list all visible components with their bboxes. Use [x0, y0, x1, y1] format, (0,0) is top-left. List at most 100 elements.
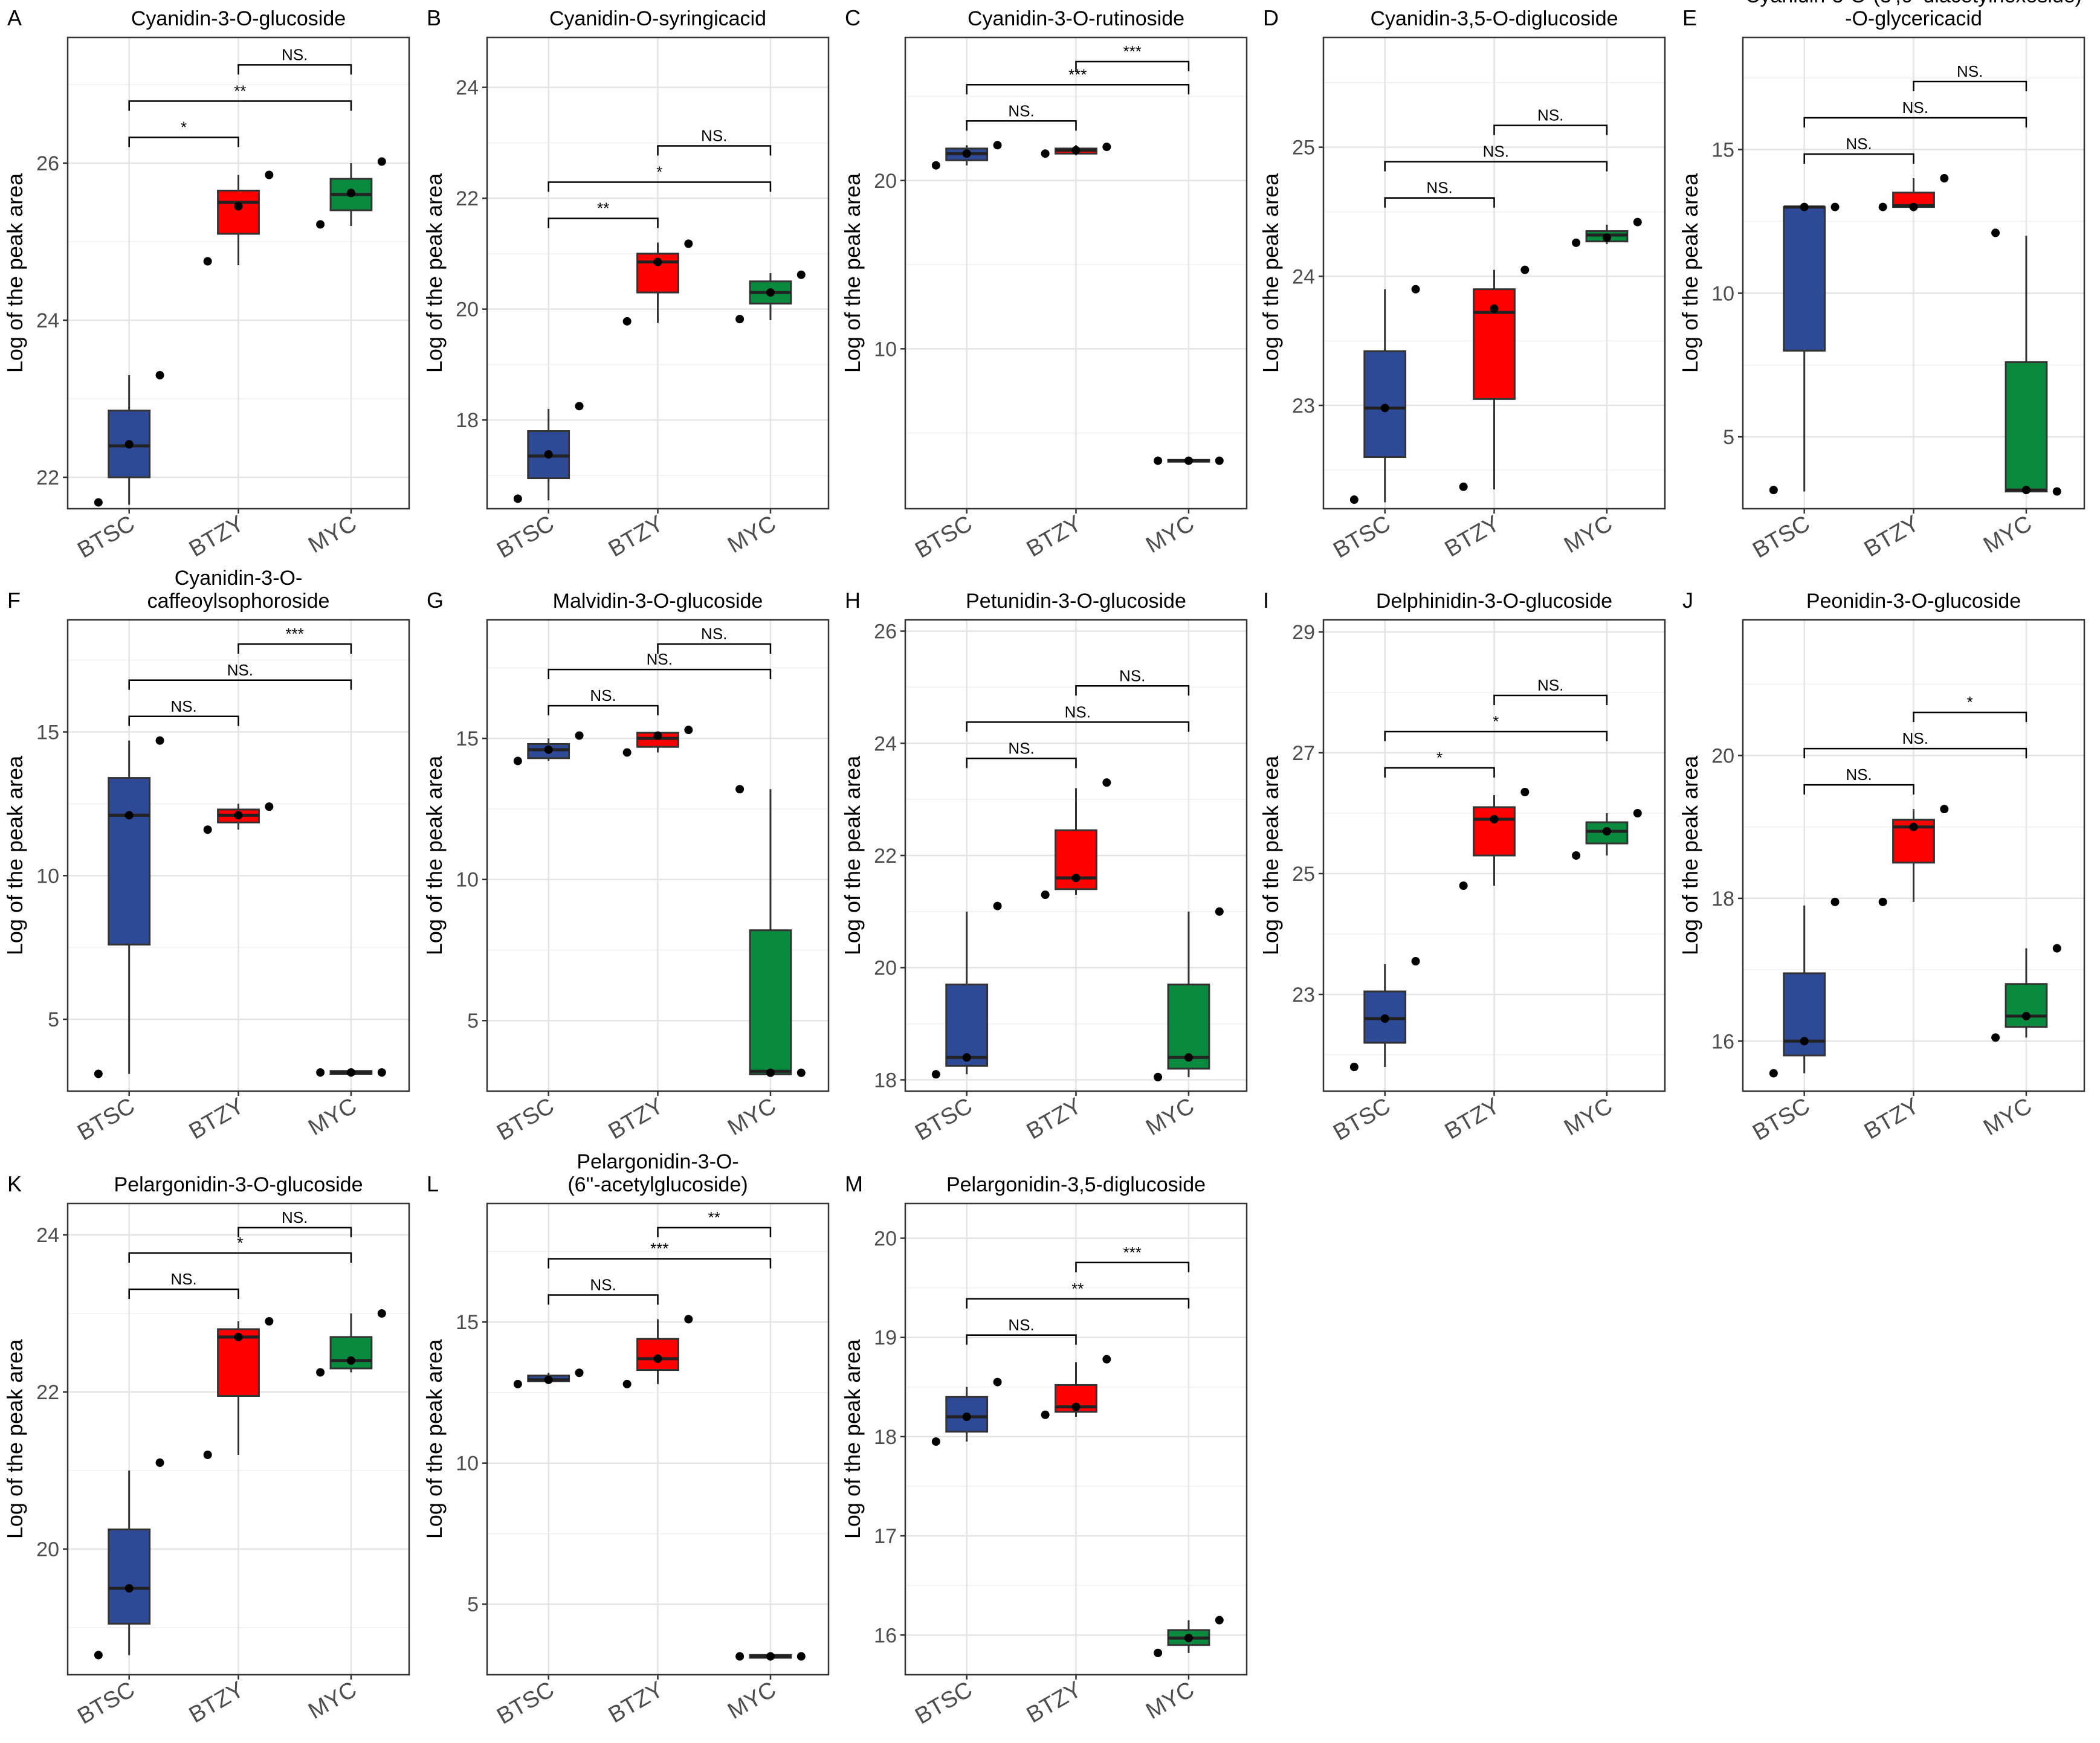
data-point	[735, 1652, 745, 1661]
x-tick-label-btsc: BTSC	[73, 1093, 139, 1145]
y-tick-label: 20	[874, 170, 897, 193]
data-point	[1349, 495, 1359, 504]
x-tick-label-btsc: BTSC	[1329, 511, 1395, 563]
data-point	[124, 440, 134, 449]
significance-bracket	[1913, 711, 2027, 723]
data-point	[2021, 486, 2031, 495]
panel-G: G Malvidin-3-O-glucoside 5 10 15 Log of the p…	[422, 588, 830, 1145]
panel-D: D Cyanidin-3,5-O-diglucoside 23 24 25 Log of …	[1258, 5, 1666, 563]
data-point	[1520, 788, 1530, 796]
significance-bracket	[966, 1334, 1077, 1345]
data-point	[124, 1584, 134, 1593]
significance-bracket	[237, 643, 352, 654]
y-tick-label: 20	[456, 298, 479, 321]
data-point	[684, 726, 693, 735]
box-btzy	[1892, 809, 1935, 902]
significance-label: *	[1493, 712, 1499, 730]
data-point	[346, 188, 355, 198]
significance-label: NS.	[1846, 765, 1872, 784]
data-point	[1633, 809, 1642, 817]
data-point	[1800, 202, 1809, 211]
significance-label: NS.	[1537, 106, 1563, 124]
significance-label: **	[1071, 1280, 1084, 1298]
y-tick-label: 18	[1711, 888, 1734, 910]
data-point	[234, 202, 243, 211]
x-tick-label-btzy: BTZY	[1023, 511, 1086, 562]
panel-letter: I	[1263, 588, 1269, 613]
x-tick-label-btzy: BTZY	[604, 1677, 668, 1728]
data-point	[544, 745, 553, 754]
data-point	[1602, 233, 1611, 242]
data-point	[1411, 285, 1420, 294]
significance-label: NS.	[590, 686, 616, 704]
data-point	[155, 1458, 164, 1467]
data-point	[1184, 456, 1193, 465]
box-btsc	[108, 375, 151, 505]
data-point	[1380, 1014, 1389, 1023]
significance-label: NS.	[1957, 62, 1983, 80]
y-tick-label: 26	[36, 152, 59, 175]
y-axis-label: Log of the peak area	[840, 1339, 865, 1539]
significance-label: NS.	[282, 45, 308, 63]
significance-bracket	[966, 758, 1077, 768]
box-btsc	[945, 911, 989, 1075]
panel-A: A Cyanidin-3-O-glucoside 22 24 26 Log of the …	[2, 5, 410, 563]
y-tick-label: 18	[456, 409, 479, 432]
significance-bracket	[1075, 1261, 1190, 1272]
box-btzy	[1892, 178, 1935, 208]
panel-title: Malvidin-3-O-glucoside	[553, 590, 763, 613]
significance-label: NS.	[1902, 729, 1928, 747]
box-btzy	[1473, 795, 1516, 886]
significance-bracket	[657, 643, 772, 654]
data-point	[653, 257, 662, 266]
data-point	[1459, 881, 1468, 890]
significance-label: NS.	[701, 127, 727, 145]
y-tick-label: 22	[36, 466, 59, 489]
data-point	[316, 220, 325, 229]
data-point	[124, 811, 134, 820]
x-tick-label-btsc: BTSC	[493, 1677, 558, 1729]
y-tick-label: 29	[1292, 621, 1315, 644]
data-point	[735, 785, 745, 794]
x-tick-label-btsc: BTSC	[73, 1677, 139, 1729]
data-point	[796, 1068, 806, 1077]
data-point	[1940, 805, 1949, 814]
panel-letter: C	[845, 5, 861, 30]
significance-label: NS.	[1537, 676, 1563, 694]
data-point	[2052, 487, 2061, 496]
data-point	[513, 1379, 522, 1388]
panel-letter: J	[1682, 588, 1693, 613]
box-iqr	[108, 777, 151, 946]
significance-bracket	[1075, 685, 1190, 696]
y-tick-label: 5	[1723, 426, 1734, 449]
box-iqr	[749, 929, 792, 1075]
x-tick-label-btzy: BTZY	[604, 1093, 668, 1144]
data-point	[993, 1377, 1002, 1387]
y-axis-label: Log of the peak area	[840, 755, 865, 955]
x-tick-label-myc: MYC	[1142, 511, 1198, 558]
significance-bracket	[128, 679, 352, 690]
data-point	[766, 288, 775, 297]
panel-J: J Peonidin-3-O-glucoside 16 18 20 Log of the …	[1678, 588, 2085, 1145]
y-axis-label: Log of the peak area	[422, 1339, 447, 1539]
significance-bracket	[1493, 124, 1608, 135]
data-point	[796, 270, 806, 279]
data-point	[94, 1651, 103, 1660]
data-point	[653, 1354, 662, 1363]
box-iqr	[1473, 806, 1516, 857]
data-point	[962, 149, 971, 158]
y-tick-label: 5	[467, 1010, 479, 1033]
data-point	[931, 1070, 940, 1079]
data-point	[1411, 957, 1420, 965]
panel-title: Cyanidin-3-O-	[175, 567, 303, 590]
y-tick-label: 24	[36, 309, 59, 332]
panel-title: Peonidin-3-O-glucoside	[1806, 590, 2021, 613]
y-tick-label: 22	[874, 845, 897, 868]
data-point	[962, 1413, 971, 1422]
panel-C: C Cyanidin-3-O-rutinoside 10 20 Log of the p…	[840, 5, 1248, 563]
data-point	[1602, 827, 1611, 836]
data-point	[1520, 265, 1530, 274]
box-btsc	[1783, 205, 1826, 492]
significance-bracket	[657, 145, 772, 156]
